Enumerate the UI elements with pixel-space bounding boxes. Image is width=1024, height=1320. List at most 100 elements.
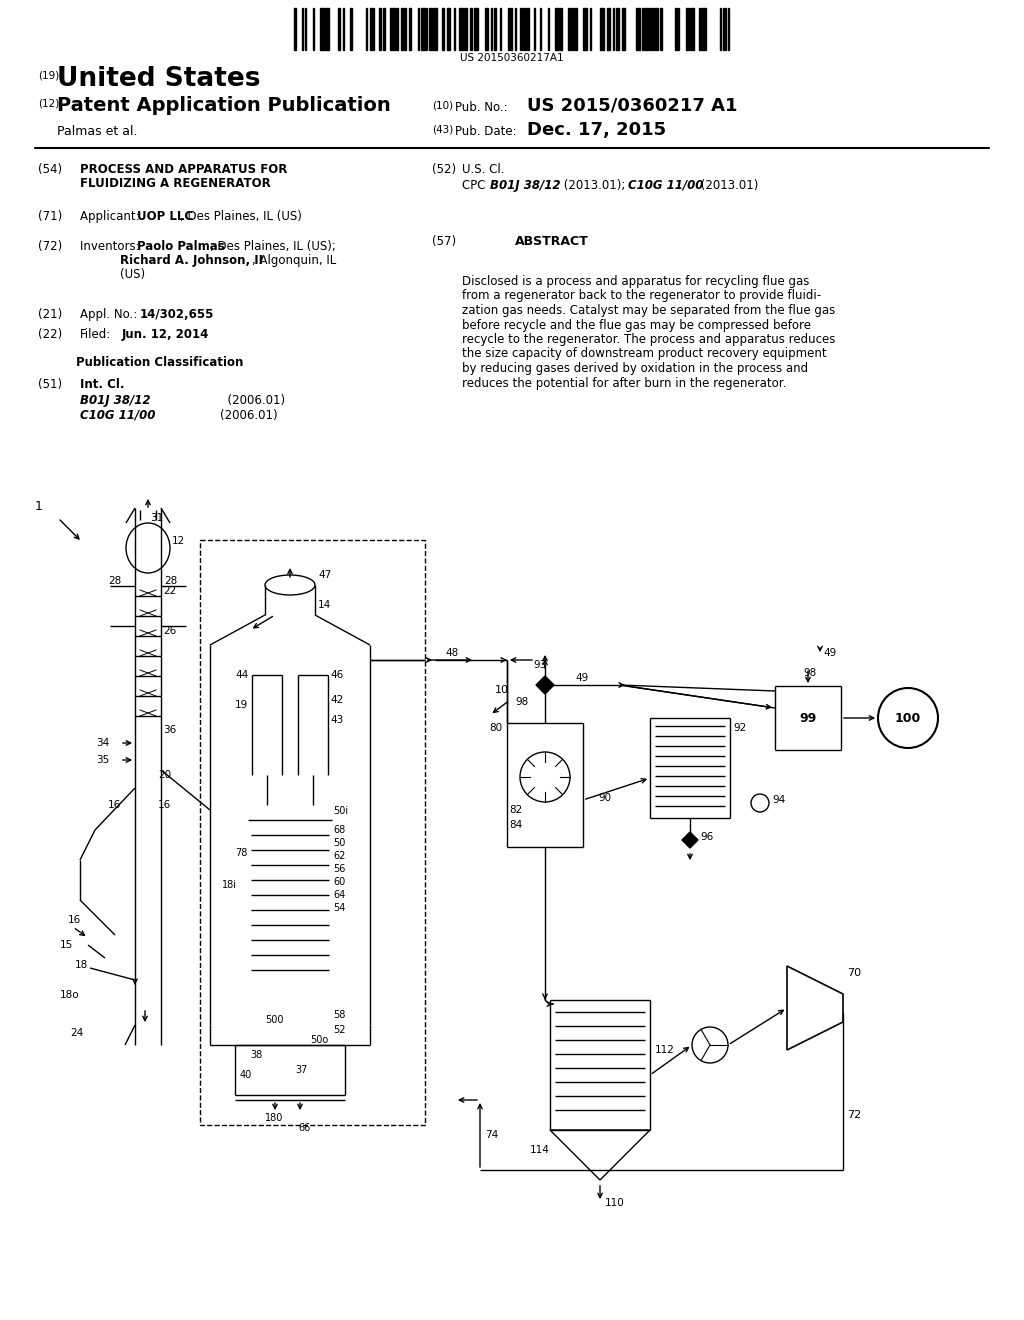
Text: Appl. No.:: Appl. No.: xyxy=(80,308,144,321)
Text: Paolo Palmas: Paolo Palmas xyxy=(137,240,224,253)
Text: 50o: 50o xyxy=(310,1035,329,1045)
Text: 43: 43 xyxy=(330,715,343,725)
Text: 42: 42 xyxy=(330,696,343,705)
Text: FLUIDIZING A REGENERATOR: FLUIDIZING A REGENERATOR xyxy=(80,177,270,190)
Text: zation gas needs. Catalyst may be separated from the flue gas: zation gas needs. Catalyst may be separa… xyxy=(462,304,836,317)
Bar xyxy=(702,8,706,50)
Bar xyxy=(464,8,467,50)
Bar xyxy=(350,8,352,50)
Text: Dec. 17, 2015: Dec. 17, 2015 xyxy=(527,121,667,139)
Text: 14: 14 xyxy=(318,601,331,610)
Bar xyxy=(508,8,510,50)
Text: (22): (22) xyxy=(38,327,62,341)
Text: 62: 62 xyxy=(333,851,345,861)
Text: Jun. 12, 2014: Jun. 12, 2014 xyxy=(122,327,209,341)
Bar xyxy=(494,8,496,50)
Text: 16: 16 xyxy=(158,800,171,810)
Bar xyxy=(485,8,488,50)
Text: 16: 16 xyxy=(68,915,81,925)
Bar xyxy=(574,8,577,50)
Text: from a regenerator back to the regenerator to provide fluidi-: from a regenerator back to the regenerat… xyxy=(462,289,821,302)
Bar xyxy=(459,8,463,50)
Text: (51): (51) xyxy=(38,378,62,391)
Text: 16: 16 xyxy=(108,800,121,810)
Text: 80: 80 xyxy=(489,723,502,733)
Text: 78: 78 xyxy=(234,847,248,858)
Polygon shape xyxy=(536,685,554,694)
Text: Inventors:: Inventors: xyxy=(80,240,147,253)
Bar xyxy=(660,8,662,50)
Text: 18o: 18o xyxy=(60,990,80,1001)
Text: 180: 180 xyxy=(265,1113,284,1123)
Bar xyxy=(645,8,649,50)
Text: (2006.01): (2006.01) xyxy=(175,393,285,407)
Text: 38: 38 xyxy=(250,1049,262,1060)
Bar xyxy=(474,8,478,50)
Bar xyxy=(675,8,677,50)
Text: (52): (52) xyxy=(432,162,456,176)
Text: United States: United States xyxy=(57,66,260,92)
Bar xyxy=(319,8,324,50)
Text: 68: 68 xyxy=(333,825,345,836)
Text: 14/302,655: 14/302,655 xyxy=(140,308,214,321)
Text: (54): (54) xyxy=(38,162,62,176)
Text: (43): (43) xyxy=(432,125,454,135)
Bar xyxy=(370,8,372,50)
Text: 58: 58 xyxy=(333,1010,345,1020)
Text: 100: 100 xyxy=(895,711,922,725)
Bar xyxy=(470,8,472,50)
Text: 93: 93 xyxy=(534,660,546,671)
Polygon shape xyxy=(682,832,698,840)
Text: Filed:: Filed: xyxy=(80,327,112,341)
Text: (2006.01): (2006.01) xyxy=(175,409,278,422)
Bar xyxy=(655,8,658,50)
Text: 19: 19 xyxy=(234,700,248,710)
Text: 94: 94 xyxy=(772,795,785,805)
Bar xyxy=(555,8,559,50)
Text: 56: 56 xyxy=(333,865,345,874)
Text: 46: 46 xyxy=(330,671,343,680)
Bar xyxy=(686,8,689,50)
Text: 28: 28 xyxy=(108,576,121,586)
Text: 500: 500 xyxy=(265,1015,284,1026)
Text: 35: 35 xyxy=(96,755,110,766)
Text: by reducing gases derived by oxidation in the process and: by reducing gases derived by oxidation i… xyxy=(462,362,808,375)
Text: 92: 92 xyxy=(733,723,746,733)
Text: 72: 72 xyxy=(847,1110,861,1119)
Text: 20: 20 xyxy=(158,770,171,780)
Text: (71): (71) xyxy=(38,210,62,223)
Text: 12: 12 xyxy=(172,536,185,546)
Text: 66: 66 xyxy=(298,1123,310,1133)
Text: 28: 28 xyxy=(164,576,177,586)
Text: B01J 38/12: B01J 38/12 xyxy=(490,180,560,191)
Text: (10): (10) xyxy=(432,102,454,111)
Bar xyxy=(325,8,329,50)
Text: (12): (12) xyxy=(38,99,59,110)
Text: 50: 50 xyxy=(333,838,345,847)
Text: 22: 22 xyxy=(163,586,176,597)
Bar xyxy=(294,8,296,50)
Text: 64: 64 xyxy=(333,890,345,900)
Text: 49: 49 xyxy=(823,648,837,657)
Bar xyxy=(421,8,425,50)
Text: before recycle and the flue gas may be compressed before: before recycle and the flue gas may be c… xyxy=(462,318,811,331)
Bar xyxy=(524,8,526,50)
Polygon shape xyxy=(536,676,554,685)
Text: U.S. Cl.: U.S. Cl. xyxy=(462,162,505,176)
Polygon shape xyxy=(682,840,698,847)
Text: 18: 18 xyxy=(75,960,88,970)
Bar xyxy=(607,8,610,50)
Text: 112: 112 xyxy=(655,1045,675,1055)
Text: 24: 24 xyxy=(70,1028,83,1038)
Text: Applicant:: Applicant: xyxy=(80,210,147,223)
Text: 48: 48 xyxy=(445,648,459,657)
Text: , Algonquin, IL: , Algonquin, IL xyxy=(252,253,336,267)
Text: 1: 1 xyxy=(35,500,43,513)
Bar xyxy=(447,8,450,50)
Text: 52: 52 xyxy=(333,1026,345,1035)
Text: 90: 90 xyxy=(598,793,611,803)
Text: C10G 11/00: C10G 11/00 xyxy=(80,409,156,422)
Text: CPC: CPC xyxy=(462,180,493,191)
Text: Patent Application Publication: Patent Application Publication xyxy=(57,96,391,115)
Text: (2013.01);: (2013.01); xyxy=(560,180,629,191)
